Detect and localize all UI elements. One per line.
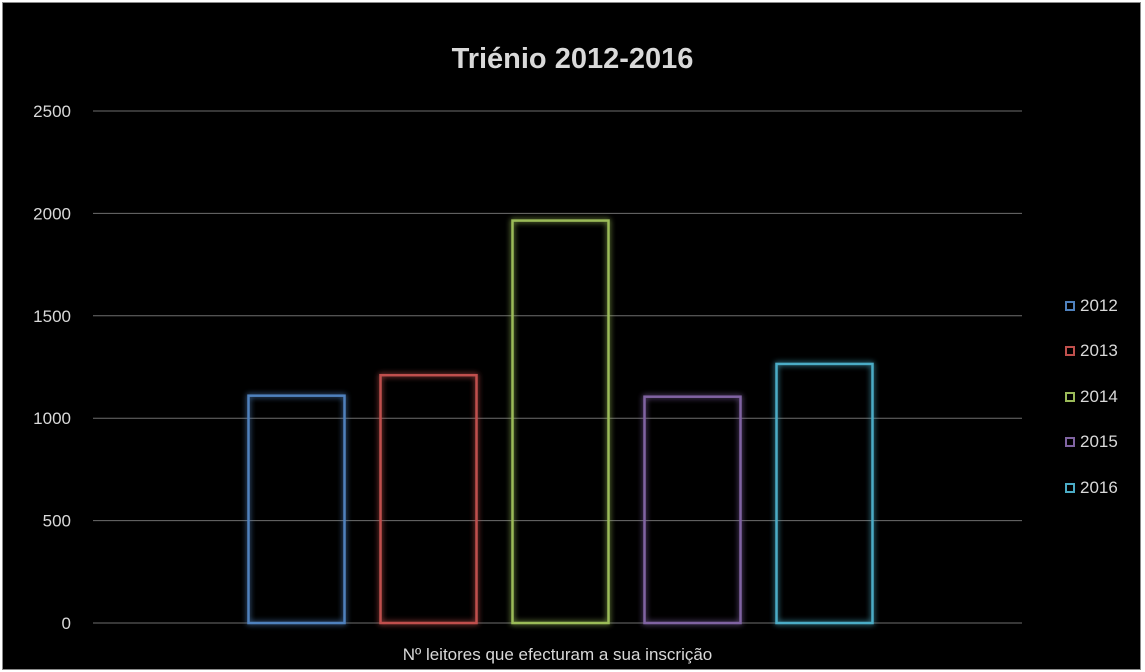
legend-item-2014: 2014 [1065, 374, 1118, 420]
legend-swatch [1065, 482, 1075, 493]
bar-2016 [775, 362, 874, 625]
legend-swatch [1065, 437, 1075, 448]
legend-label: 2016 [1080, 477, 1118, 497]
y-tick-label: 500 [43, 512, 71, 531]
legend-item-2013: 2013 [1065, 329, 1118, 375]
bar-2014 [511, 219, 610, 625]
bar-2013 [379, 373, 478, 625]
y-tick-label: 2000 [33, 204, 71, 223]
bar-2015 [643, 395, 742, 625]
legend-swatch [1065, 391, 1075, 402]
x-category-label: Nº leitores que efecturam a sua inscriçã… [403, 645, 713, 664]
legend-item-2016: 2016 [1065, 465, 1118, 511]
y-tick-label: 2500 [33, 102, 71, 121]
legend-label: 2015 [1080, 432, 1118, 452]
y-tick-label: 1500 [33, 307, 71, 326]
legend-label: 2012 [1080, 295, 1118, 315]
legend-item-2012: 2012 [1065, 283, 1118, 329]
chart-title: Triénio 2012-2016 [451, 43, 694, 75]
bar-2012 [247, 394, 346, 625]
legend-item-2015: 2015 [1065, 420, 1118, 466]
y-tick-label: 0 [62, 614, 71, 633]
legend-label: 2014 [1080, 386, 1118, 406]
legend-swatch [1065, 346, 1075, 357]
legend-swatch [1065, 300, 1075, 311]
chart-legend: 2012 2013 2014 2015 2016 [1065, 283, 1118, 511]
y-tick-label: 1000 [33, 409, 71, 428]
legend-label: 2013 [1080, 341, 1118, 361]
